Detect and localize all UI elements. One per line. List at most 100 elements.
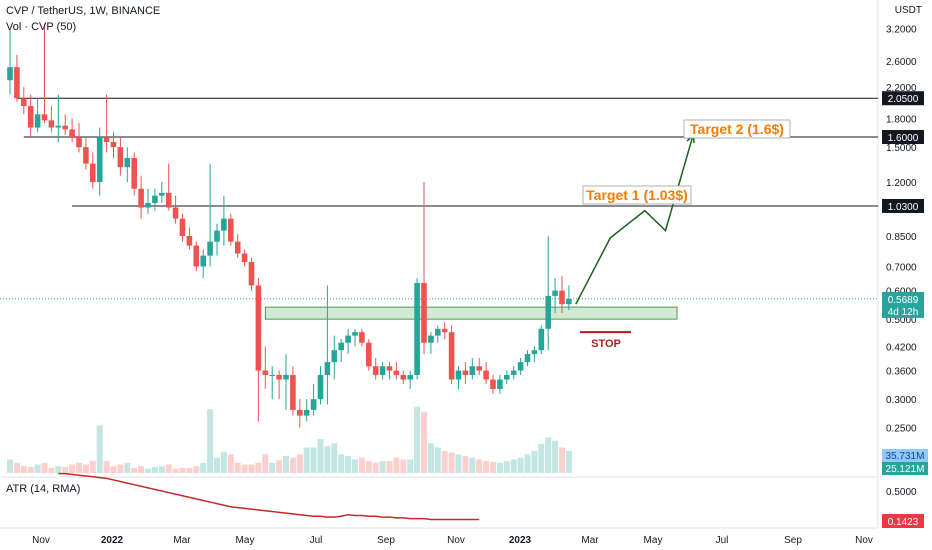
candle[interactable] <box>428 332 434 355</box>
candle[interactable] <box>538 325 545 355</box>
support-zone[interactable] <box>264 306 678 320</box>
candle[interactable] <box>186 227 193 250</box>
stop-label: STOP <box>591 338 621 350</box>
candle[interactable] <box>448 325 455 385</box>
candle[interactable] <box>96 127 103 196</box>
candle-body <box>193 245 200 267</box>
candle[interactable] <box>27 94 34 138</box>
candle[interactable] <box>90 152 96 189</box>
candle[interactable] <box>228 213 234 246</box>
volume-bar <box>138 466 145 473</box>
candle[interactable] <box>379 362 386 380</box>
candle[interactable] <box>524 350 531 367</box>
target-1-label: Target 1 (1.03$) <box>586 187 688 203</box>
candle[interactable] <box>504 370 510 385</box>
candle[interactable] <box>386 362 393 380</box>
candle[interactable] <box>76 122 82 153</box>
atr-line[interactable] <box>58 472 480 521</box>
candle[interactable] <box>290 366 296 416</box>
candle[interactable] <box>407 370 413 389</box>
candle[interactable] <box>497 374 503 394</box>
projection-path[interactable] <box>575 134 694 305</box>
candle[interactable] <box>83 137 89 170</box>
candle[interactable] <box>165 163 172 211</box>
candle[interactable] <box>103 94 110 153</box>
candle[interactable] <box>55 94 62 142</box>
candle[interactable] <box>262 346 269 389</box>
candle[interactable] <box>269 366 275 400</box>
target-1-box[interactable] <box>582 185 692 205</box>
candle[interactable] <box>421 182 427 355</box>
candle[interactable] <box>510 366 517 380</box>
candle[interactable] <box>14 55 20 103</box>
candle[interactable] <box>517 358 524 375</box>
target-2-box[interactable] <box>683 119 791 139</box>
candle[interactable] <box>7 28 13 95</box>
candle[interactable] <box>338 339 344 363</box>
candle[interactable] <box>310 384 317 416</box>
candle[interactable] <box>179 213 186 242</box>
candle[interactable] <box>124 147 131 183</box>
candle[interactable] <box>138 175 144 219</box>
candle[interactable] <box>41 23 48 123</box>
candle-body <box>103 137 110 142</box>
candle[interactable] <box>255 278 262 422</box>
candle[interactable] <box>372 358 379 380</box>
candle[interactable] <box>345 328 351 355</box>
candle[interactable] <box>117 137 124 176</box>
candle[interactable] <box>283 354 289 410</box>
volume-bar <box>407 459 414 473</box>
candle[interactable] <box>152 188 158 211</box>
candle[interactable] <box>214 223 220 256</box>
volume-bar <box>131 467 138 473</box>
candle[interactable] <box>234 234 241 258</box>
candle[interactable] <box>469 358 476 380</box>
candle[interactable] <box>303 399 310 422</box>
candle[interactable] <box>297 399 303 428</box>
atr-indicator-label[interactable]: ATR (14, RMA) <box>6 483 81 495</box>
candle[interactable] <box>131 152 137 196</box>
candle[interactable] <box>159 182 165 203</box>
candle[interactable] <box>441 322 448 340</box>
candle[interactable] <box>317 366 324 405</box>
candle[interactable] <box>145 188 151 214</box>
candle[interactable] <box>62 114 68 136</box>
candle[interactable] <box>34 98 41 133</box>
candle[interactable] <box>324 285 331 405</box>
candle[interactable] <box>193 241 200 271</box>
candle[interactable] <box>221 195 227 246</box>
candle[interactable] <box>352 328 358 347</box>
candle[interactable] <box>331 335 338 380</box>
volume-indicator-label[interactable]: Vol · CVP (50) <box>6 21 77 33</box>
candle[interactable] <box>400 370 407 385</box>
candle[interactable] <box>359 328 365 347</box>
candle[interactable] <box>559 275 565 313</box>
candle[interactable] <box>490 374 496 394</box>
candle[interactable] <box>248 257 255 291</box>
candle[interactable] <box>455 366 462 389</box>
candle[interactable] <box>172 195 179 224</box>
candle[interactable] <box>241 249 248 267</box>
candle[interactable] <box>476 358 482 375</box>
candle[interactable] <box>462 362 469 385</box>
candle[interactable] <box>366 339 372 371</box>
candle[interactable] <box>200 249 206 279</box>
candle[interactable] <box>48 106 55 133</box>
candle[interactable] <box>276 370 282 400</box>
candle[interactable] <box>414 278 420 380</box>
candle-body <box>165 192 172 208</box>
candle[interactable] <box>531 346 538 363</box>
candle[interactable] <box>110 132 117 158</box>
symbol-title[interactable]: CVP / TetherUS, 1W, BINANCE <box>6 5 161 17</box>
candle-body <box>510 370 517 375</box>
candle[interactable] <box>393 362 400 380</box>
candle[interactable] <box>483 362 489 385</box>
candle[interactable] <box>21 87 27 115</box>
candle[interactable] <box>552 278 558 313</box>
candle[interactable] <box>545 236 551 351</box>
candle[interactable] <box>207 163 213 267</box>
candle[interactable] <box>435 325 441 343</box>
candle[interactable] <box>69 118 75 142</box>
candle[interactable] <box>566 285 572 311</box>
